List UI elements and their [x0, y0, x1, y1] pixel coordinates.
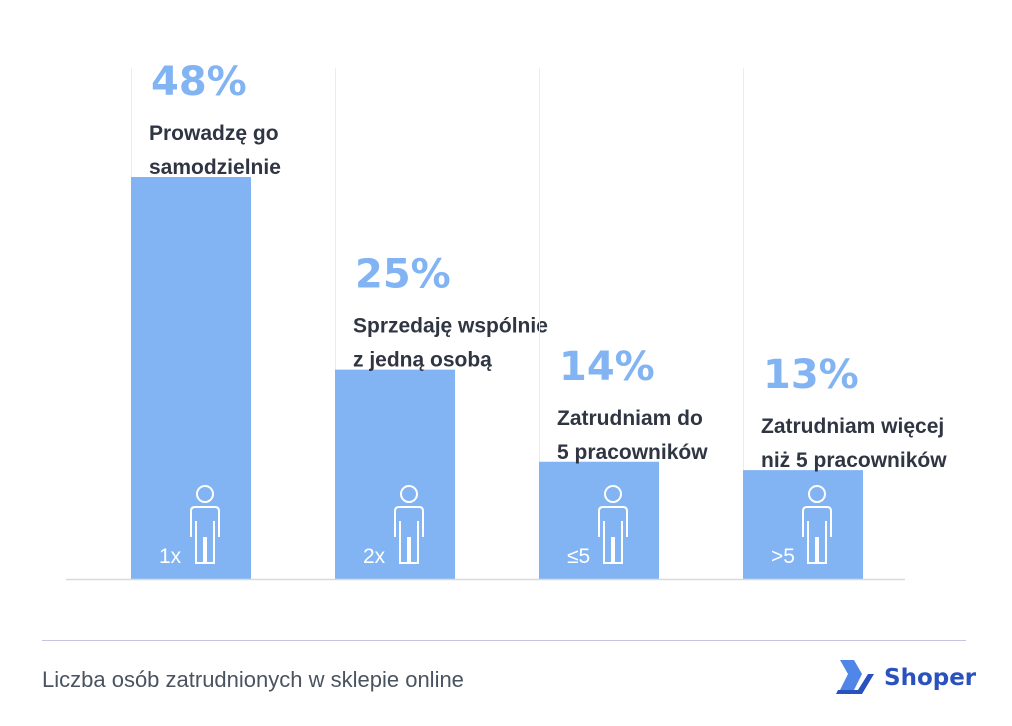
bar-description: Zatrudniam więcej — [761, 415, 944, 438]
bar-description: samodzielnie — [149, 156, 281, 179]
bar-description: Zatrudniam do — [557, 407, 703, 430]
value-label: 48% — [151, 59, 247, 105]
value-label: 14% — [559, 344, 655, 390]
bar-2 — [335, 369, 455, 579]
category-label: 1x — [159, 545, 182, 568]
shoper-logo-icon — [836, 660, 874, 694]
person-icon — [190, 485, 220, 564]
value-label: 13% — [763, 352, 859, 398]
category-label: ≤5 — [567, 545, 590, 568]
shoper-logo-text: Shoper — [884, 665, 977, 691]
bar-description: 5 pracowników — [557, 441, 708, 464]
bar-description: Prowadzę go — [149, 122, 279, 145]
category-label: 2x — [363, 545, 386, 568]
person-icon — [394, 485, 424, 564]
bar-chart: 48% Prowadzę go samodzielnie 1x 25% Sprzedaję… — [66, 59, 947, 581]
bar-description: z jedną osobą — [353, 349, 492, 372]
shoper-logo: Shoper — [834, 656, 977, 698]
person-icon — [802, 485, 832, 564]
bar-description: Sprzedaję wspólnie — [353, 315, 548, 338]
bar-description: niż 5 pracowników — [761, 449, 947, 472]
category-label: >5 — [771, 545, 795, 568]
footer-divider — [42, 640, 966, 641]
person-icon — [598, 485, 628, 564]
value-label: 25% — [355, 252, 451, 298]
chart-caption: Liczba osób zatrudnionych w sklepie onli… — [42, 667, 464, 692]
